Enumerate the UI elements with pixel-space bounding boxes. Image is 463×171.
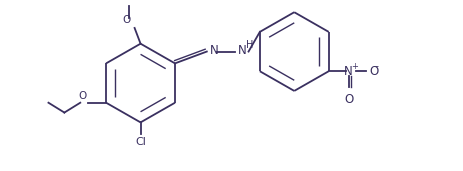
Text: N: N — [209, 44, 218, 57]
Text: -: - — [374, 61, 378, 71]
Text: O: O — [343, 93, 352, 106]
Text: O: O — [78, 91, 86, 101]
Text: H: H — [245, 40, 252, 50]
Text: N: N — [237, 44, 246, 57]
Text: O: O — [369, 65, 378, 78]
Text: N: N — [344, 65, 352, 78]
Text: Cl: Cl — [135, 137, 146, 147]
Text: +: + — [350, 62, 357, 71]
Text: O: O — [122, 15, 130, 25]
